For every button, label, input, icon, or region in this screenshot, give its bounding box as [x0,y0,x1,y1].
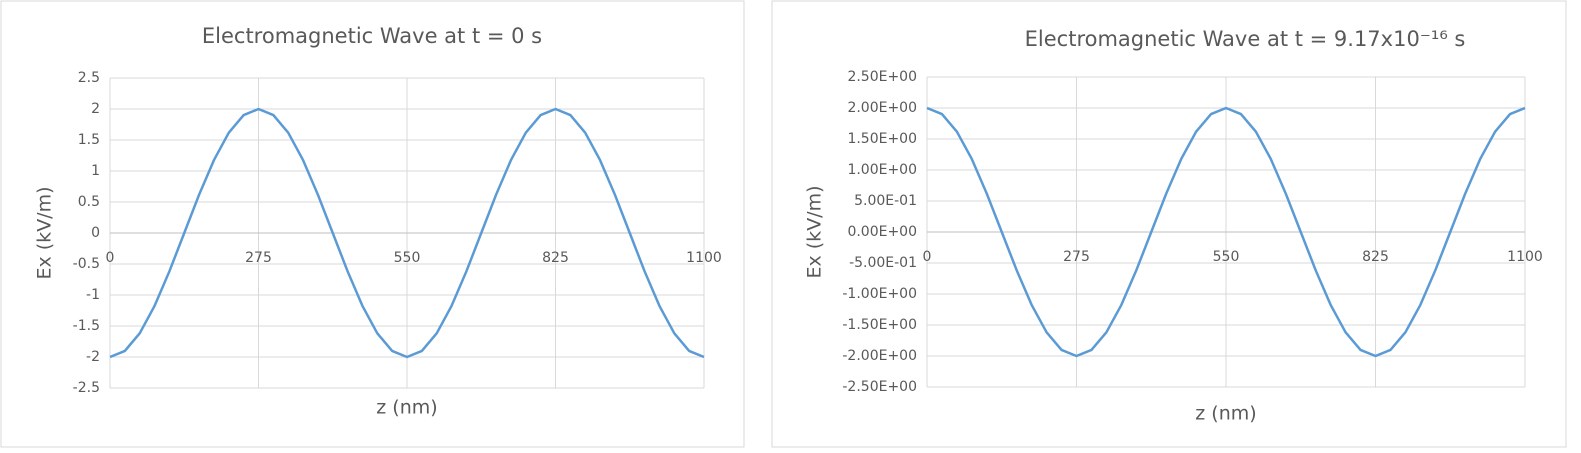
data-line [109,107,705,359]
y-tick-label: -1 [86,287,100,303]
y-tick-label: 1 [91,163,100,179]
data-line [926,106,1526,358]
x-tick-label: 550 [394,250,421,266]
y-tick-label: 2.00E+00 [847,100,917,116]
x-tick-label: 1100 [1507,249,1543,265]
x-tick-label: 550 [1213,249,1240,265]
y-tick-label: -1.00E+00 [842,286,917,302]
x-tick-label: 825 [1362,249,1389,265]
y-axis-label: Ex (kV/m) [34,186,56,279]
y-tick-label: 2 [91,101,100,117]
y-tick-label: -2 [86,349,100,365]
x-tick-label: 0 [923,249,932,265]
x-tick-label: 0 [106,250,115,266]
y-tick-label: -0.5 [73,256,100,272]
y-tick-label: -1.50E+00 [842,317,917,333]
chart-panel [771,0,1567,448]
y-tick-label: 2.5 [78,70,100,86]
y-tick-label: -2.00E+00 [842,348,917,364]
y-tick-label: 2.50E+00 [847,69,917,85]
x-tick-label: 1100 [686,250,722,266]
y-tick-label: 0.5 [78,194,100,210]
y-tick-label: 1.00E+00 [847,162,917,178]
y-tick-label: -1.5 [73,318,100,334]
y-tick-label: -2.5 [73,380,100,396]
x-tick-label: 825 [542,250,569,266]
chart-title: Electromagnetic Wave at t = 9.17x10⁻¹⁶ s [1025,27,1466,51]
x-axis-label: z (nm) [376,397,437,419]
y-tick-label: 5.00E-01 [854,193,917,209]
y-tick-label: 1.50E+00 [847,131,917,147]
x-tick-label: 275 [1063,249,1090,265]
y-tick-label: 0.00E+00 [847,224,917,240]
chart-title: Electromagnetic Wave at t = 0 s [202,24,542,48]
y-tick-label: 1.5 [78,132,100,148]
y-axis-label: Ex (kV/m) [804,185,826,278]
x-axis-label: z (nm) [1195,403,1256,425]
y-tick-label: -5.00E-01 [849,255,917,271]
x-tick-label: 275 [245,250,272,266]
y-tick-label: -2.50E+00 [842,379,917,395]
y-tick-label: 0 [91,225,100,241]
chart-panel [0,0,745,448]
